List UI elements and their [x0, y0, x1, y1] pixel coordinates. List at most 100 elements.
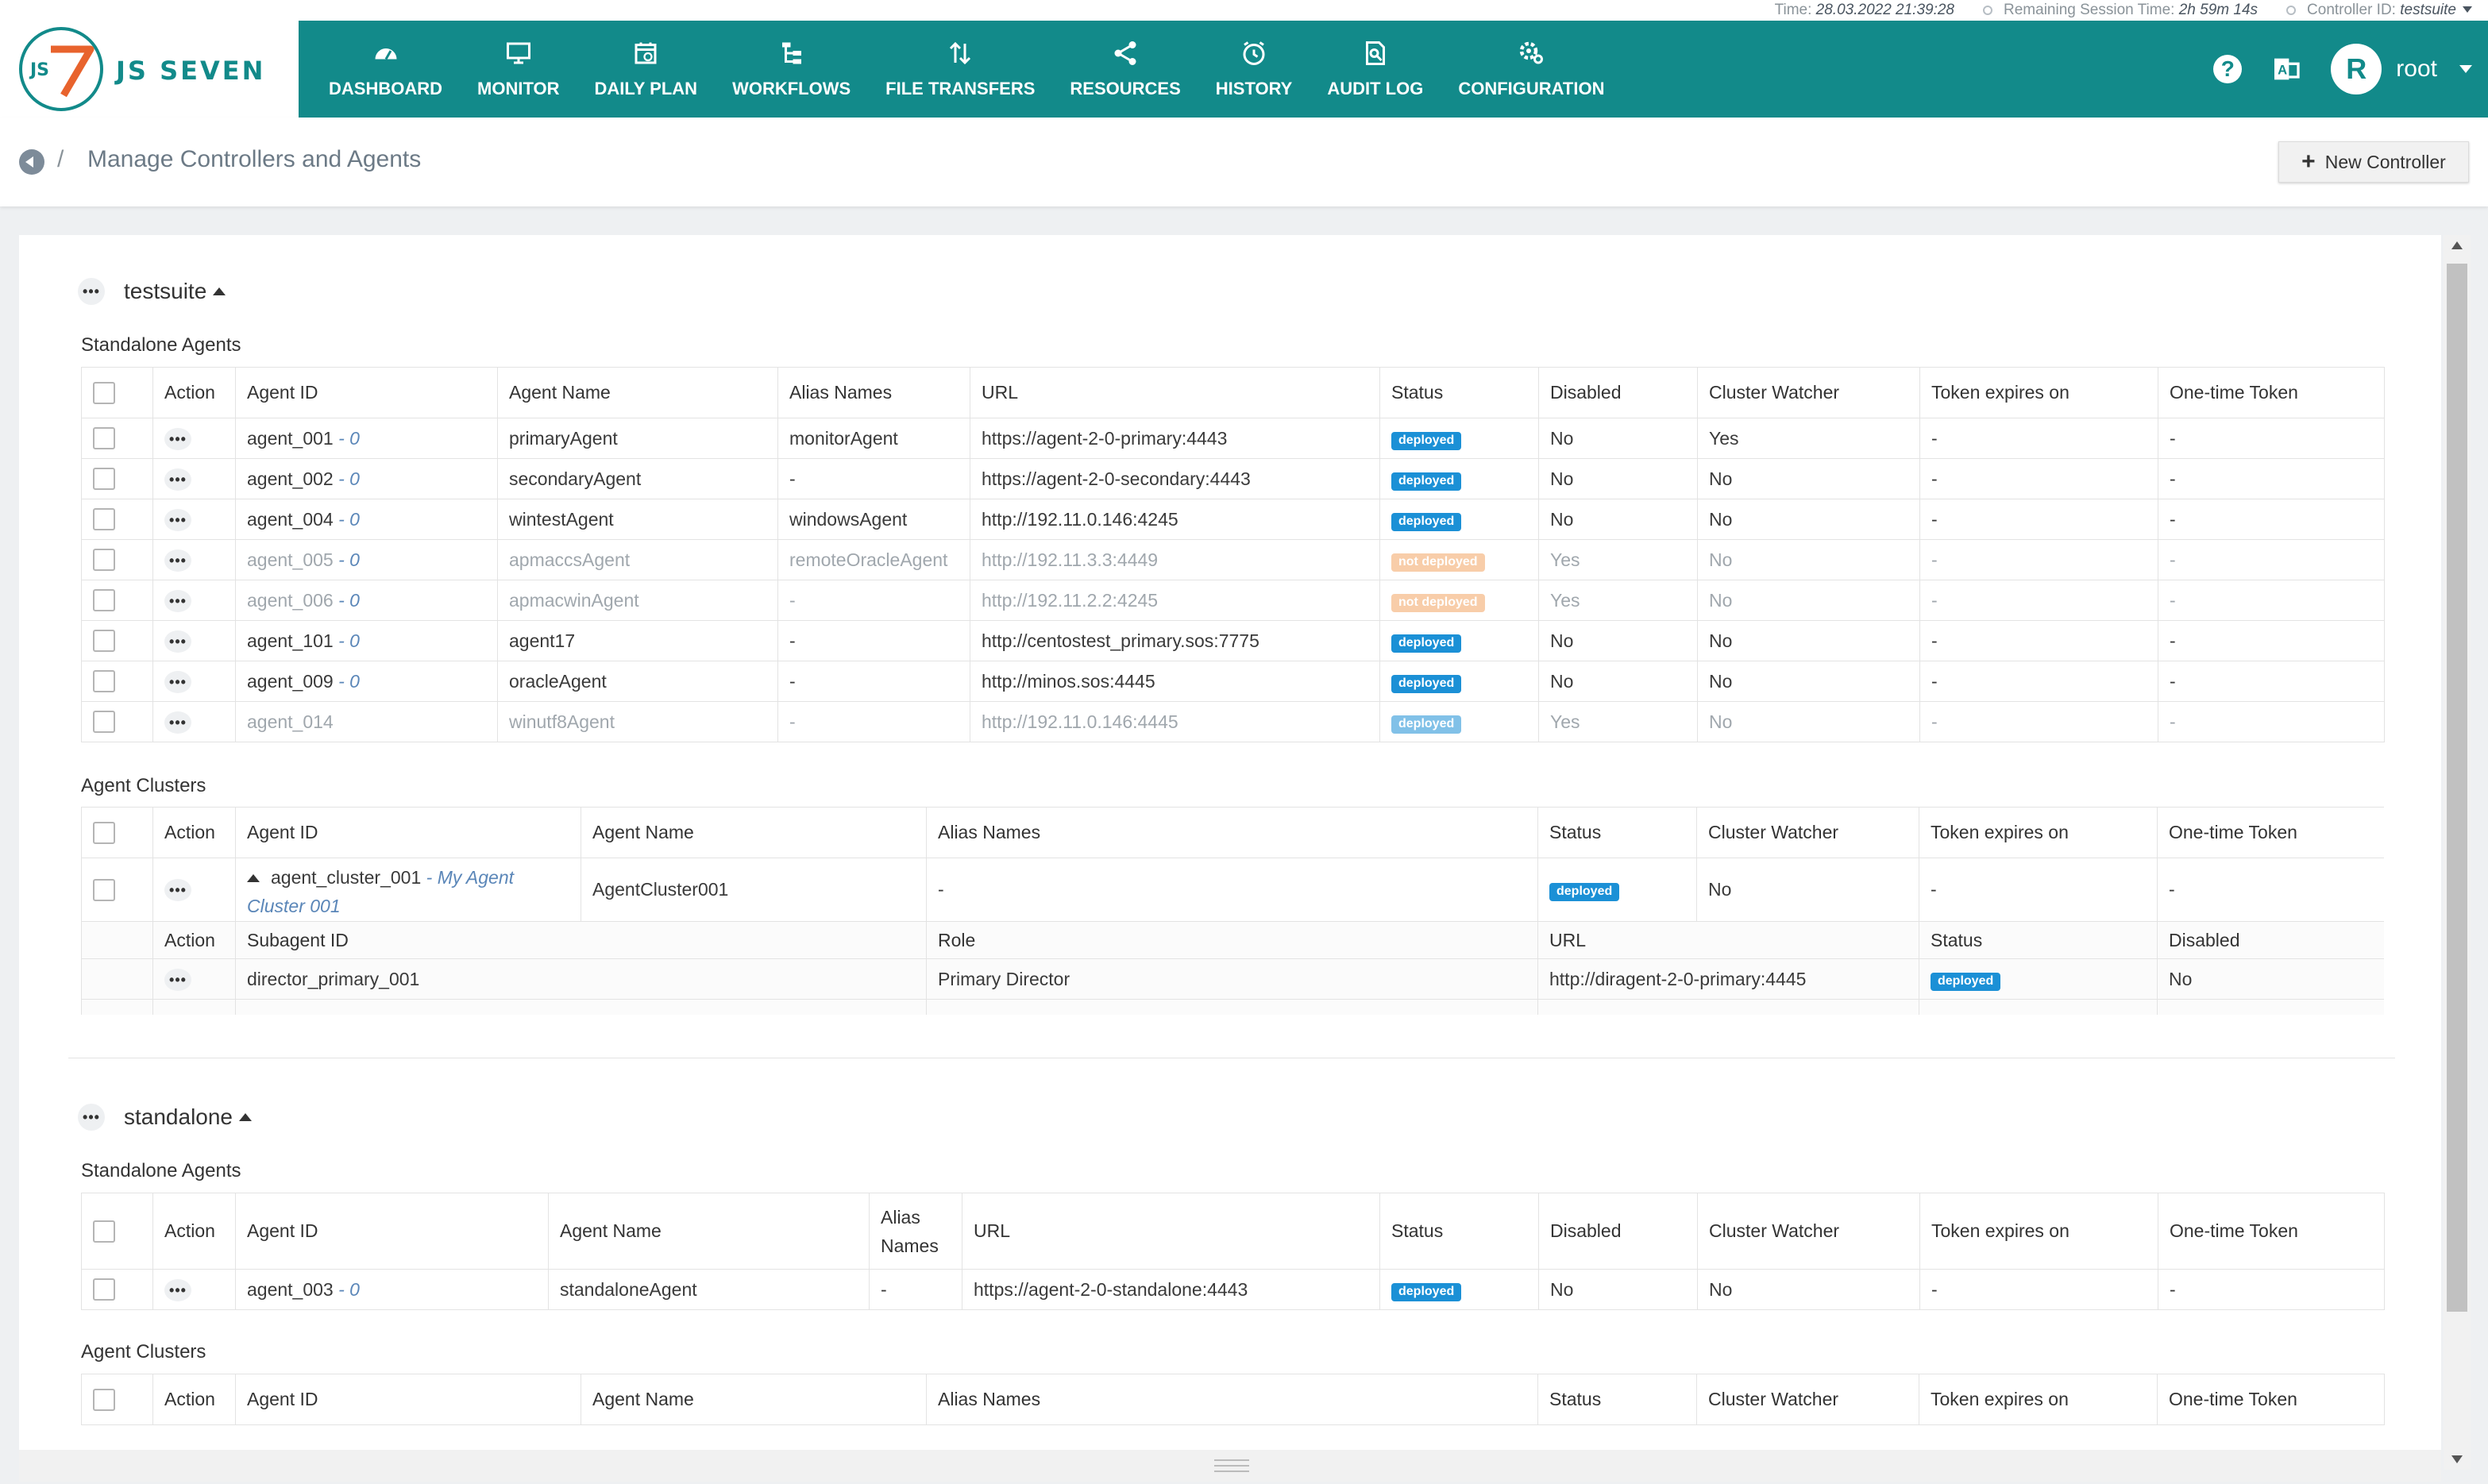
row-checkbox[interactable]: [93, 468, 115, 491]
controller-name[interactable]: standalone: [124, 1104, 253, 1130]
row-checkbox[interactable]: [93, 878, 115, 901]
row-actions-button[interactable]: •••: [164, 1278, 191, 1301]
nav-configuration[interactable]: CONFIGURATION: [1441, 21, 1622, 118]
status-badge: deployed: [1391, 674, 1462, 693]
agent-id-cell[interactable]: agent_002 - 0: [235, 458, 498, 499]
row-checkbox[interactable]: [93, 508, 115, 531]
url-cell: https://agent-2-0-secondary:4443: [970, 458, 1380, 499]
standalone-agents-table: Action Agent ID Agent Name Alias Names U…: [81, 367, 2385, 742]
new-controller-button[interactable]: + New Controller: [2278, 141, 2469, 183]
agent-id-cell[interactable]: agent_005 - 0: [235, 539, 498, 580]
nav-workflows[interactable]: WORKFLOWS: [715, 21, 868, 118]
nav-audit-log[interactable]: AUDIT LOG: [1310, 21, 1441, 118]
status-badge: not deployed: [1391, 553, 1485, 572]
alias-cell: remoteOracleAgent: [777, 539, 970, 580]
row-actions-button[interactable]: •••: [164, 589, 191, 612]
row-checkbox[interactable]: [93, 630, 115, 653]
row-actions-button[interactable]: •••: [164, 427, 191, 450]
controller-header-standalone: ••• standalone: [78, 1104, 253, 1131]
nav-monitor[interactable]: MONITOR: [460, 21, 577, 118]
select-all-checkbox[interactable]: [93, 1220, 115, 1243]
collapse-icon[interactable]: [247, 873, 260, 882]
controller-header-testsuite: ••• testsuite: [78, 278, 226, 305]
controller-actions-button[interactable]: •••: [78, 278, 105, 305]
disabled-cell: Yes: [1538, 701, 1698, 742]
select-all-checkbox[interactable]: [93, 821, 115, 844]
controller-actions-button[interactable]: •••: [78, 1104, 105, 1131]
select-all-checkbox[interactable]: [93, 1388, 115, 1411]
agent-id-cell[interactable]: agent_006 - 0: [235, 580, 498, 621]
cluster-watcher-cell: No: [1697, 661, 1920, 702]
session-status-bar: Time: 28.03.2022 21:39:28 Remaining Sess…: [0, 0, 2488, 21]
agent-id-cell[interactable]: agent_101 - 0: [235, 620, 498, 661]
one-time-token-cell: -: [2158, 418, 2385, 459]
disabled-cell: Yes: [1538, 539, 1698, 580]
table-header-row: Action Agent ID Agent Name Alias Names U…: [81, 367, 2385, 418]
nav-file-transfers[interactable]: FILE TRANSFERS: [868, 21, 1052, 118]
cluster-watcher-cell: No: [1697, 539, 1920, 580]
user-menu[interactable]: R root: [2331, 44, 2472, 94]
row-actions-button[interactable]: •••: [164, 630, 191, 653]
agent-id-cell[interactable]: agent_003 - 0: [235, 1269, 549, 1310]
alias-cell: -: [777, 661, 970, 702]
row-checkbox[interactable]: [93, 589, 115, 612]
row-actions-button[interactable]: •••: [164, 468, 191, 491]
row-actions-button[interactable]: •••: [164, 670, 191, 693]
scroll-down-icon[interactable]: [2451, 1455, 2463, 1463]
token-expires-cell: -: [1919, 580, 2158, 621]
page-title: Manage Controllers and Agents: [87, 146, 422, 172]
status-badge: deployed: [1391, 715, 1462, 734]
subagent-header-row: Action Subagent ID Role URL Status Disab…: [81, 921, 2384, 959]
token-expires-cell: -: [1919, 458, 2158, 499]
scroll-up-icon[interactable]: [2451, 241, 2463, 249]
nav-dashboard[interactable]: DASHBOARD: [311, 21, 460, 118]
nav-history[interactable]: HISTORY: [1198, 21, 1310, 118]
row-checkbox[interactable]: [93, 670, 115, 693]
one-time-token-cell: -: [2158, 661, 2385, 702]
agent-id-cell[interactable]: agent_009 - 0: [235, 661, 498, 702]
avatar: R: [2331, 44, 2382, 94]
agent-id-cell[interactable]: agent_001 - 0: [235, 418, 498, 459]
alias-cell: monitorAgent: [777, 418, 970, 459]
table-row: ••• agent_002 - 0 secondaryAgent - https://a…: [81, 458, 2385, 499]
nav-resources[interactable]: RESOURCES: [1052, 21, 1198, 118]
row-actions-button[interactable]: •••: [164, 711, 191, 734]
disabled-cell: No: [1538, 458, 1698, 499]
one-time-token-cell: -: [2158, 458, 2385, 499]
agent-clusters-scroll: Action Agent ID Agent Name Alias Names S…: [81, 807, 2384, 1015]
nav-daily-plan[interactable]: DAILY PLAN: [577, 21, 715, 118]
token-expires-cell: -: [1919, 701, 2158, 742]
svg-text:A: A: [2278, 63, 2287, 78]
logo[interactable]: JS JS SEVEN: [0, 21, 299, 118]
disabled-cell: No: [1538, 418, 1698, 459]
row-actions-button[interactable]: •••: [164, 508, 191, 531]
help-icon[interactable]: ?: [2213, 55, 2243, 83]
row-actions-button[interactable]: •••: [164, 879, 191, 901]
table-row: ••• agent_014 winutf8Agent - http://192.11.0…: [81, 701, 2385, 742]
url-cell: http://192.11.3.3:4449: [970, 539, 1380, 580]
vertical-scrollbar[interactable]: [2444, 235, 2471, 1470]
row-checkbox[interactable]: [93, 1278, 115, 1301]
row-checkbox[interactable]: [93, 427, 115, 450]
agent-clusters-table: Action Agent ID Agent Name Alias Names S…: [81, 1374, 2385, 1425]
disabled-cell: No: [1538, 620, 1698, 661]
scrollbar-thumb[interactable]: [2447, 264, 2467, 1312]
agent-name-cell: apmaccsAgent: [497, 539, 778, 580]
row-checkbox[interactable]: [93, 711, 115, 734]
controller-name[interactable]: testsuite: [124, 279, 226, 304]
agent-id-cell[interactable]: agent_014: [235, 701, 498, 742]
status-badge: not deployed: [1391, 593, 1485, 612]
agent-id-cell[interactable]: agent_004 - 0: [235, 499, 498, 540]
row-checkbox[interactable]: [93, 549, 115, 572]
row-actions-button[interactable]: •••: [164, 549, 191, 572]
row-actions-button[interactable]: •••: [164, 968, 191, 991]
select-all-checkbox[interactable]: [93, 381, 115, 404]
share-icon: [1114, 41, 1136, 65]
cluster-id-cell[interactable]: agent_cluster_001 - My Agent Cluster 001: [235, 858, 581, 922]
resize-handle[interactable]: [19, 1450, 2441, 1482]
controller-selector[interactable]: Controller ID: testsuite: [2286, 2, 2472, 19]
standalone-agents-table: Action Agent ID Agent Name Alias Names U…: [81, 1193, 2385, 1310]
translate-icon[interactable]: A: [2270, 53, 2302, 85]
back-arrow-icon[interactable]: [19, 149, 44, 175]
disabled-cell: Yes: [1538, 580, 1698, 621]
